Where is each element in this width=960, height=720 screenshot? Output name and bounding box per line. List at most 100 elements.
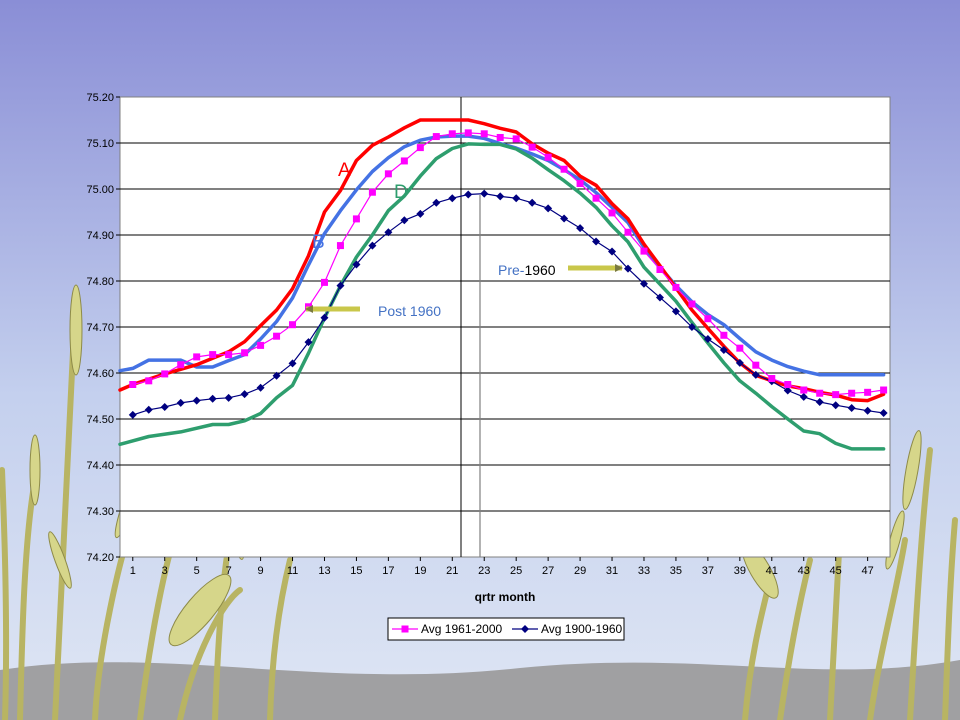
post-1960-label: Post 1960 <box>378 303 441 319</box>
data-point-avg-1961-2000 <box>512 135 520 143</box>
x-tick-label: 29 <box>574 565 586 577</box>
data-point-avg-1961-2000 <box>496 133 504 141</box>
y-tick-label: 74.50 <box>86 414 114 426</box>
data-point-avg-1961-2000 <box>384 170 392 178</box>
x-tick-label: 9 <box>258 565 264 577</box>
x-tick-label: 43 <box>798 565 810 577</box>
data-point-avg-1961-2000 <box>656 266 664 273</box>
data-point-avg-1900-1960 <box>448 194 457 203</box>
data-point-avg-1900-1960 <box>368 241 377 250</box>
data-point-avg-1900-1960 <box>288 359 297 368</box>
data-point-avg-1900-1960 <box>703 334 712 343</box>
data-point-avg-1961-2000 <box>400 157 408 165</box>
y-tick-label: 75.10 <box>86 138 114 150</box>
data-point-avg-1961-2000 <box>672 283 680 291</box>
y-tick-label: 74.90 <box>86 230 114 242</box>
data-point-avg-1961-2000 <box>576 179 584 187</box>
data-point-avg-1900-1960 <box>735 358 744 367</box>
data-point-avg-1961-2000 <box>129 381 137 388</box>
y-tick-label: 75.20 <box>86 92 114 104</box>
data-point-avg-1900-1960 <box>879 409 888 418</box>
y-tick-label: 75.00 <box>86 184 114 196</box>
data-point-avg-1900-1960 <box>847 403 856 412</box>
gridlines <box>120 142 890 512</box>
annotation-a: A <box>338 160 351 181</box>
data-point-avg-1900-1960 <box>783 386 792 395</box>
data-point-avg-1961-2000 <box>352 215 360 223</box>
y-axis: 75.20 75.10 75.00 74.90 74.80 74.70 74.60 74.50… <box>86 92 120 564</box>
data-point-avg-1961-2000 <box>864 388 872 396</box>
data-point-avg-1961-2000 <box>320 278 328 286</box>
data-point-avg-1961-2000 <box>257 341 265 349</box>
data-point-avg-1961-2000 <box>608 209 616 217</box>
y-tick-label: 74.60 <box>86 368 114 380</box>
data-point-avg-1961-2000 <box>464 129 472 137</box>
data-point-avg-1961-2000 <box>161 370 169 378</box>
x-tick-label: 19 <box>414 565 426 577</box>
legend-box <box>387 617 625 641</box>
y-tick-label: 74.40 <box>86 460 114 472</box>
series-line-d <box>118 142 886 451</box>
data-point-avg-1961-2000 <box>768 375 776 383</box>
data-point-avg-1961-2000 <box>193 353 201 361</box>
data-point-avg-1900-1960 <box>528 198 537 207</box>
data-point-avg-1961-2000 <box>624 228 632 236</box>
legend-marker-1961-2000 <box>401 625 409 633</box>
x-tick-label: 45 <box>830 565 842 577</box>
data-point-avg-1961-2000 <box>448 130 456 138</box>
data-point-avg-1961-2000 <box>336 242 344 250</box>
data-point-avg-1961-2000 <box>177 361 185 369</box>
x-tick-label: 5 <box>194 565 200 577</box>
series-layer <box>118 118 888 451</box>
data-point-avg-1961-2000 <box>528 143 536 151</box>
data-point-avg-1900-1960 <box>544 204 553 213</box>
data-point-avg-1961-2000 <box>752 361 760 369</box>
x-tick-label: 35 <box>670 565 682 577</box>
x-axis-label: qrtr month <box>475 590 536 604</box>
data-point-avg-1900-1960 <box>687 323 696 331</box>
data-point-avg-1900-1960 <box>624 264 633 273</box>
data-point-avg-1961-2000 <box>432 133 440 141</box>
data-point-avg-1900-1960 <box>128 410 137 419</box>
pre-1960-label-suffix: 1960 <box>524 262 555 278</box>
x-tick-label: 11 <box>287 565 298 577</box>
data-point-avg-1900-1960 <box>863 406 872 415</box>
data-point-avg-1961-2000 <box>848 389 856 397</box>
data-point-avg-1961-2000 <box>832 391 840 399</box>
data-point-avg-1961-2000 <box>560 165 568 173</box>
data-point-avg-1961-2000 <box>816 389 824 397</box>
data-point-avg-1961-2000 <box>289 321 297 329</box>
y-tick-label: 74.30 <box>86 506 114 518</box>
pre-1960-label: Pre-1960 <box>498 262 556 278</box>
data-point-avg-1961-2000 <box>480 130 488 138</box>
data-point-avg-1961-2000 <box>273 332 281 340</box>
data-point-avg-1961-2000 <box>688 300 696 308</box>
x-axis: 1 3 5 7 9 11 13 15 17 19 21 23 25 27 29 31 33 35 37 39 41 43 4… <box>130 557 874 577</box>
data-point-avg-1900-1960 <box>512 194 521 203</box>
data-point-avg-1900-1960 <box>719 346 728 354</box>
data-point-avg-1900-1960 <box>576 224 585 233</box>
legend-label-1961-2000: Avg 1961-2000 <box>421 622 503 636</box>
data-point-avg-1900-1960 <box>192 396 201 405</box>
data-point-avg-1900-1960 <box>224 393 233 402</box>
data-point-avg-1900-1960 <box>831 401 840 410</box>
data-point-avg-1900-1960 <box>256 383 265 392</box>
data-point-avg-1900-1960 <box>639 279 648 288</box>
data-point-avg-1961-2000 <box>368 188 376 196</box>
data-point-avg-1900-1960 <box>304 338 313 347</box>
y-tick-label: 74.20 <box>86 552 114 564</box>
x-tick-label: 3 <box>162 565 168 577</box>
x-tick-label: 13 <box>318 565 330 577</box>
x-tick-label: 21 <box>446 565 458 577</box>
data-point-avg-1900-1960 <box>176 398 185 407</box>
data-point-avg-1961-2000 <box>736 344 744 352</box>
x-tick-label: 23 <box>478 565 490 577</box>
data-point-avg-1900-1960 <box>160 403 169 412</box>
y-tick-label: 74.80 <box>86 276 114 288</box>
annotation-b: B <box>312 232 325 253</box>
data-point-avg-1900-1960 <box>815 397 824 406</box>
data-point-avg-1900-1960 <box>671 307 680 316</box>
x-tick-label: 39 <box>734 565 746 577</box>
y-tick-label: 74.70 <box>86 322 114 334</box>
